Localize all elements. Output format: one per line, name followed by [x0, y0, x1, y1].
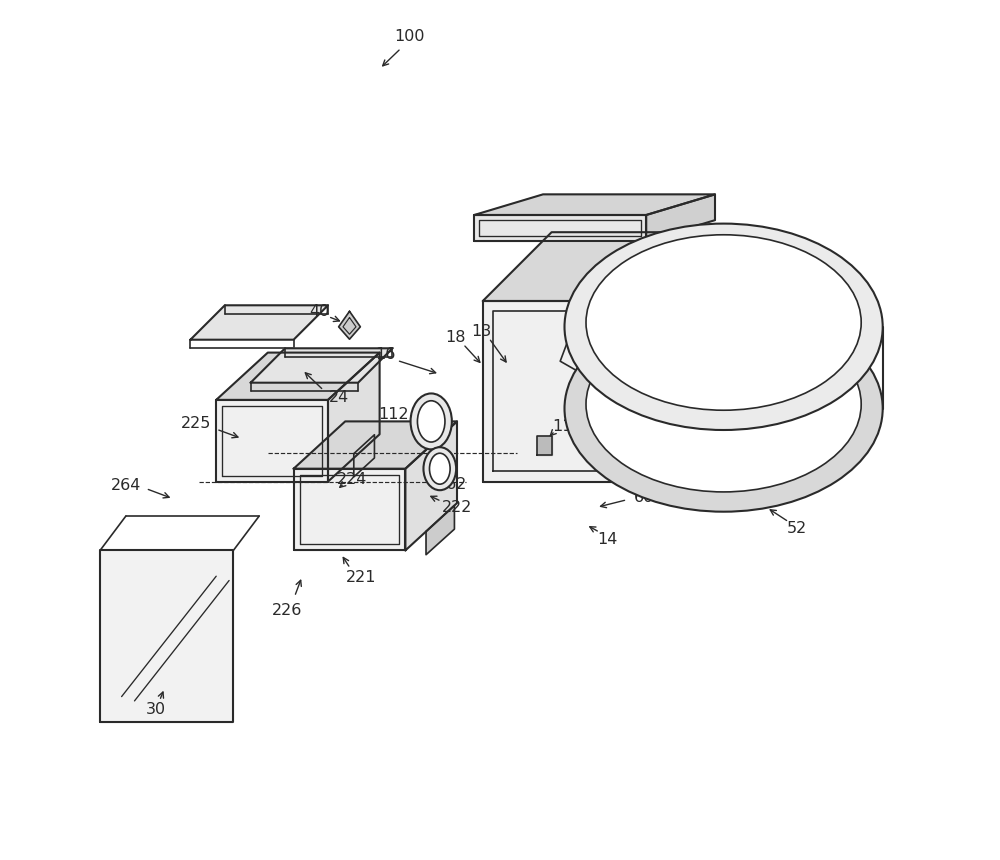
Ellipse shape — [586, 316, 861, 492]
Polygon shape — [216, 400, 328, 482]
Polygon shape — [100, 550, 233, 722]
Text: 262: 262 — [437, 476, 467, 492]
Polygon shape — [339, 311, 360, 339]
Text: 14: 14 — [597, 531, 618, 547]
Polygon shape — [638, 232, 706, 482]
Ellipse shape — [429, 453, 450, 484]
Text: 224: 224 — [337, 471, 367, 487]
Text: 264: 264 — [111, 478, 141, 494]
Polygon shape — [405, 421, 457, 550]
Polygon shape — [483, 301, 638, 482]
Polygon shape — [190, 305, 328, 340]
Polygon shape — [483, 232, 706, 301]
Ellipse shape — [417, 401, 445, 442]
Text: 222: 222 — [442, 500, 472, 515]
Text: 11: 11 — [553, 419, 573, 434]
Polygon shape — [474, 215, 646, 241]
Text: 13: 13 — [471, 323, 491, 339]
Text: 60: 60 — [634, 489, 655, 505]
Polygon shape — [251, 348, 392, 383]
Ellipse shape — [411, 394, 452, 449]
Text: 30: 30 — [146, 702, 166, 717]
Text: 15: 15 — [681, 470, 701, 485]
Polygon shape — [328, 353, 380, 482]
Text: 100: 100 — [394, 28, 425, 44]
Text: 225: 225 — [181, 415, 212, 431]
Polygon shape — [294, 421, 457, 469]
Text: 12: 12 — [677, 403, 698, 419]
Ellipse shape — [423, 447, 456, 490]
Polygon shape — [560, 310, 607, 378]
Text: 112: 112 — [378, 407, 409, 422]
Polygon shape — [646, 194, 715, 241]
Text: 226: 226 — [272, 603, 302, 618]
Text: 50: 50 — [812, 474, 833, 489]
Polygon shape — [537, 435, 552, 454]
Text: 52: 52 — [787, 521, 807, 537]
Polygon shape — [354, 435, 374, 476]
Text: 18: 18 — [445, 329, 466, 345]
Text: 40: 40 — [309, 304, 330, 319]
Ellipse shape — [564, 224, 883, 430]
Polygon shape — [294, 469, 405, 550]
Polygon shape — [216, 353, 380, 400]
Polygon shape — [426, 506, 454, 555]
Ellipse shape — [586, 235, 861, 410]
Text: 16: 16 — [375, 347, 396, 362]
Text: 24: 24 — [329, 390, 349, 405]
Text: 221: 221 — [345, 570, 376, 586]
Polygon shape — [474, 194, 715, 215]
Ellipse shape — [564, 305, 883, 512]
Polygon shape — [665, 415, 681, 437]
